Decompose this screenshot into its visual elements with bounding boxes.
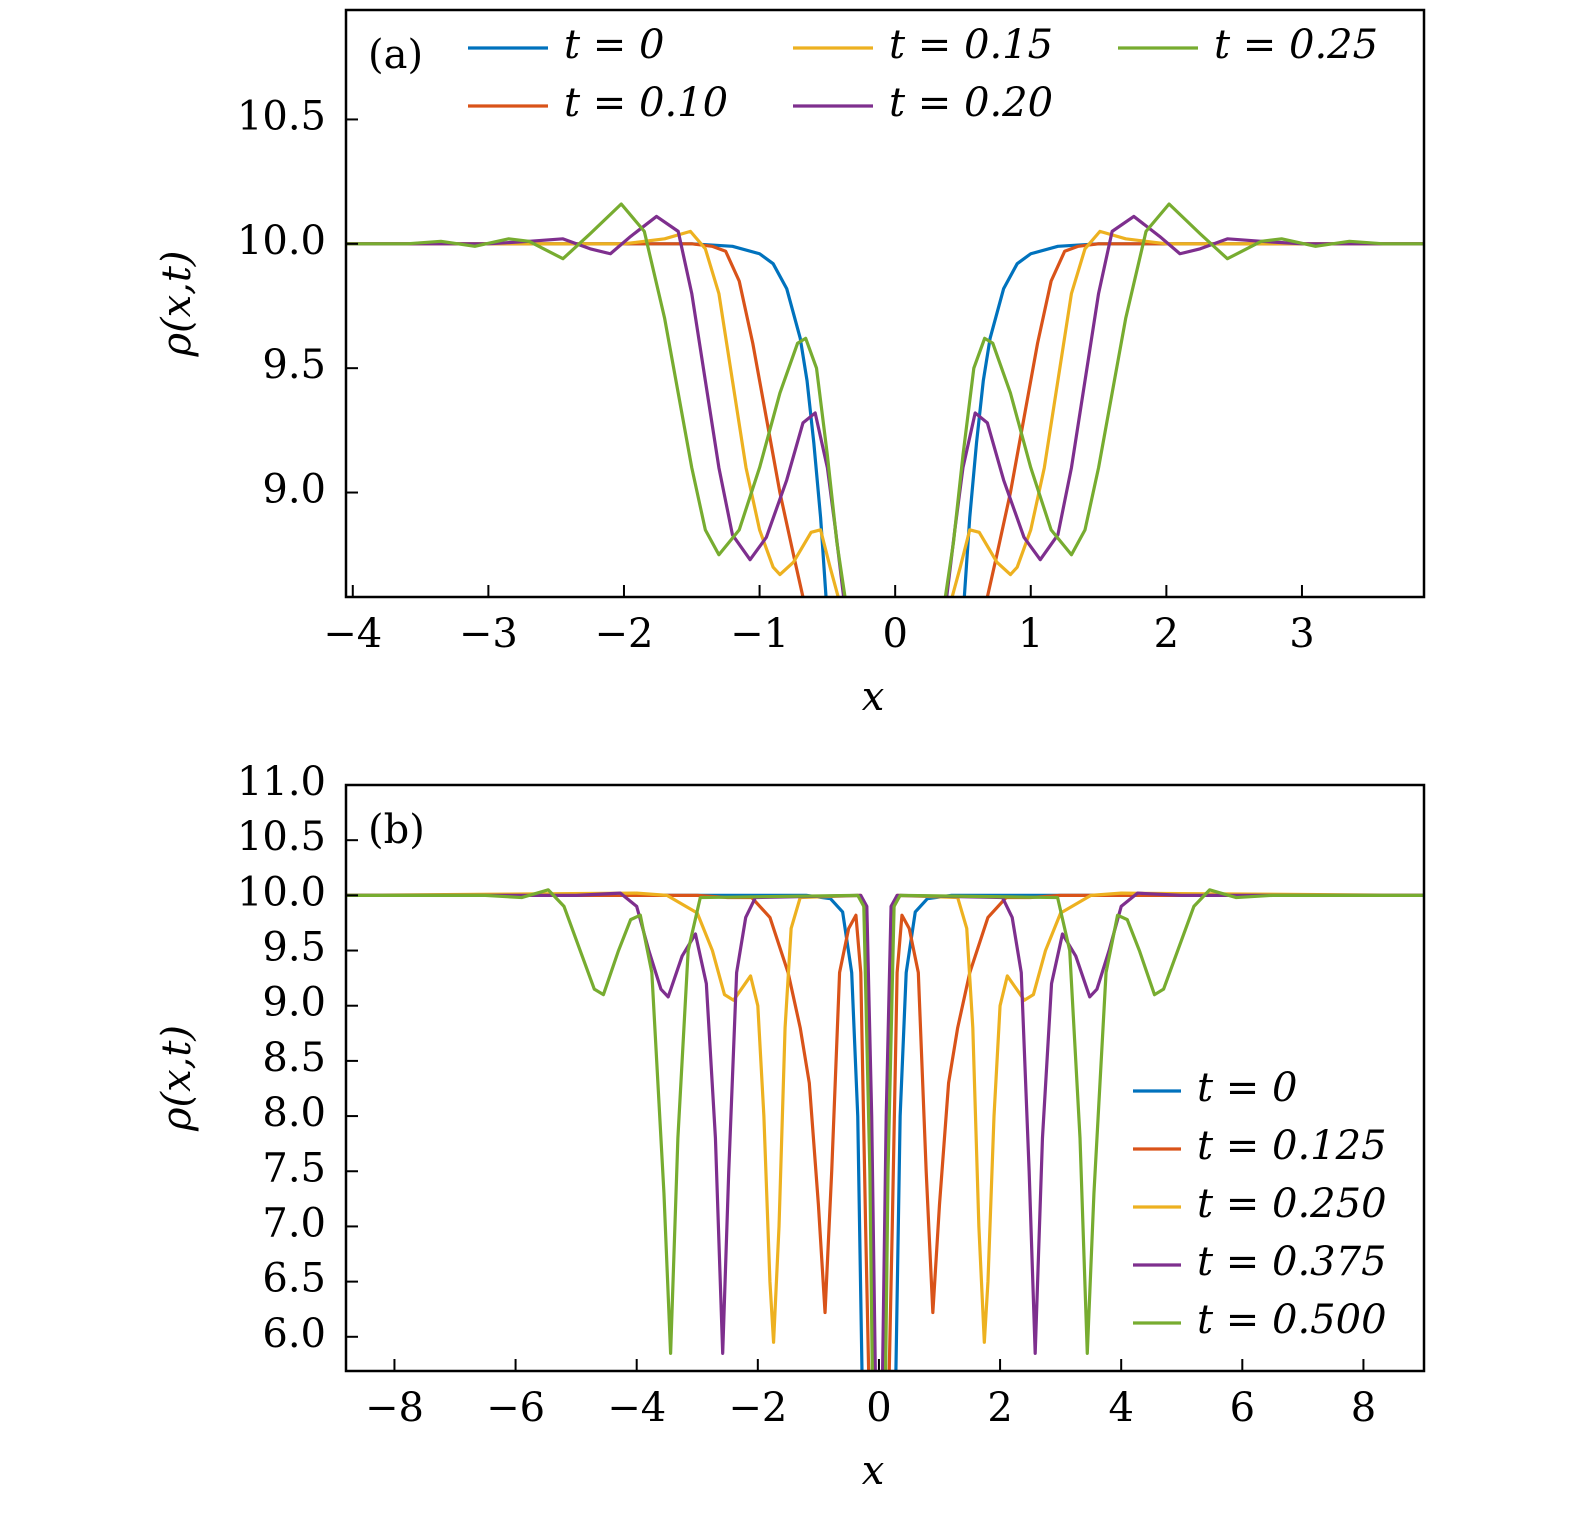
x-axis-label: x — [862, 674, 885, 720]
x-tick-label: −3 — [459, 611, 518, 657]
x-tick-label: 4 — [1108, 1385, 1133, 1431]
x-tick-label: 0 — [882, 611, 907, 657]
x-tick-label: −2 — [594, 611, 653, 657]
plot-frame — [344, 783, 1426, 1373]
y-tick-label: 7.5 — [262, 1145, 326, 1191]
series-line — [346, 229, 1424, 597]
series-line — [346, 202, 1424, 597]
legend-label: t = 0.375 — [1197, 1239, 1387, 1285]
y-tick-label: 9.0 — [262, 467, 326, 513]
x-tick-label: 2 — [1154, 611, 1179, 657]
series-line — [346, 214, 1424, 597]
plot-lines — [346, 202, 1424, 597]
legend-label: t = 0.15 — [889, 22, 1053, 68]
x-axis-label: x — [862, 1448, 885, 1494]
y-tick-label: 10.0 — [237, 218, 326, 264]
series-line — [346, 242, 1424, 597]
x-tick-label: −6 — [486, 1385, 545, 1431]
y-tick-label: 11.0 — [237, 759, 326, 805]
legend-label: t = 0.500 — [1197, 1297, 1387, 1343]
y-tick-label: 9.0 — [262, 980, 326, 1026]
series-line — [346, 242, 1424, 597]
y-tick-label: 7.0 — [262, 1200, 326, 1246]
plot-frame — [344, 8, 1426, 599]
legend-label: t = 0.125 — [1197, 1123, 1387, 1169]
legend-label: t = 0.250 — [1197, 1181, 1387, 1227]
panel-label: (a) — [368, 32, 423, 78]
x-tick-label: 6 — [1230, 1385, 1255, 1431]
y-axis-label: ρ(x,t) — [154, 250, 200, 357]
legend-label: t = 0.10 — [564, 80, 728, 126]
x-tick-label: −8 — [365, 1385, 424, 1431]
y-tick-label: 10.0 — [237, 869, 326, 915]
legend-label: t = 0.25 — [1214, 22, 1378, 68]
x-tick-label: 1 — [1018, 611, 1043, 657]
x-tick-label: 3 — [1289, 611, 1314, 657]
x-tick-label: −4 — [323, 611, 382, 657]
x-tick-label: −2 — [728, 1385, 787, 1431]
series-line — [346, 888, 1424, 1371]
x-tick-label: 8 — [1351, 1385, 1376, 1431]
x-tick-label: 0 — [866, 1385, 891, 1431]
y-tick-label: 6.5 — [262, 1256, 326, 1302]
y-tick-label: 9.5 — [262, 342, 326, 388]
y-tick-label: 8.0 — [262, 1090, 326, 1136]
y-tick-label: 9.5 — [262, 925, 326, 971]
y-tick-label: 8.5 — [262, 1035, 326, 1081]
legend-label: t = 0.20 — [889, 80, 1053, 126]
x-tick-label: −4 — [607, 1385, 666, 1431]
legend-label: t = 0 — [1197, 1065, 1297, 1111]
y-axis-label: ρ(x,t) — [154, 1025, 200, 1132]
x-tick-label: −1 — [730, 611, 789, 657]
legend-label: t = 0 — [564, 22, 664, 68]
panel-label: (b) — [368, 807, 425, 853]
x-tick-label: 2 — [987, 1385, 1012, 1431]
plot-lines — [346, 888, 1424, 1371]
y-tick-label: 10.5 — [237, 93, 326, 139]
y-tick-label: 6.0 — [262, 1311, 326, 1357]
y-tick-label: 10.5 — [237, 814, 326, 860]
